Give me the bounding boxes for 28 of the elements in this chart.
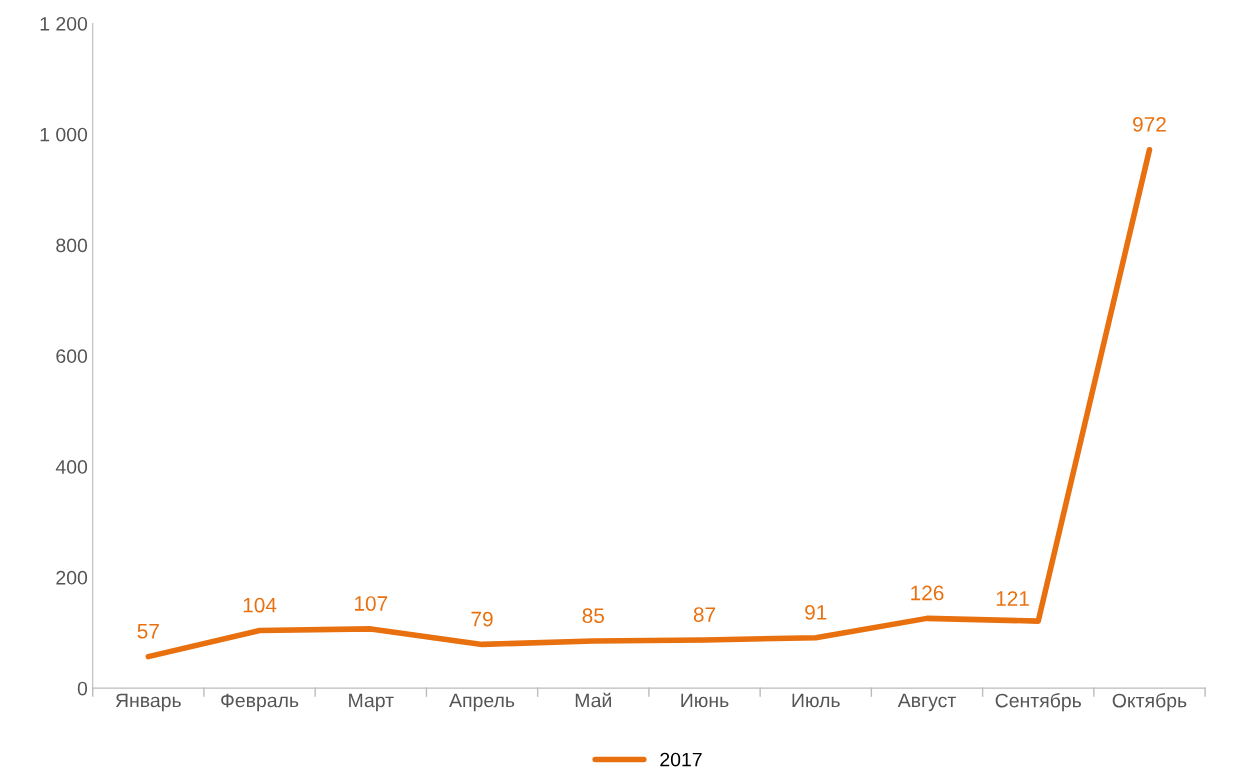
y-tick-label: 400 [55, 460, 88, 474]
data-label: 126 [911, 585, 944, 601]
data-label: 79 [471, 611, 493, 627]
x-tick-label: Январь [115, 693, 181, 712]
y-tick-label: 1 000 [40, 127, 88, 142]
data-label: 107 [355, 596, 388, 611]
data-label: 104 [243, 597, 277, 613]
y-tick-label: 600 [56, 349, 88, 364]
y-tick-label: 0 [77, 681, 88, 696]
x-tick-label: Март [349, 693, 394, 712]
x-tick-label: Сентябрь [995, 693, 1081, 712]
y-tick-label: 1 200 [40, 16, 88, 31]
x-tick-label: Июль [792, 693, 840, 708]
legend-label: 2017 [660, 752, 702, 767]
x-tick-label: Февраль [221, 693, 299, 712]
data-label: 972 [1133, 116, 1166, 132]
data-label: 57 [137, 624, 159, 639]
x-tick-label: Июнь [681, 693, 729, 708]
x-tick-label: Октябрь [1112, 693, 1187, 712]
data-label: 121 [996, 591, 1029, 606]
y-tick-label: 800 [56, 238, 88, 253]
y-tick-label: 200 [56, 570, 88, 585]
data-label: 85 [582, 608, 604, 624]
x-tick-label: Апрель [449, 693, 515, 712]
x-tick-label: Май [575, 692, 611, 708]
data-label: 87 [693, 607, 716, 622]
x-tick-label: Август [897, 693, 956, 712]
data-label: 91 [805, 604, 827, 620]
